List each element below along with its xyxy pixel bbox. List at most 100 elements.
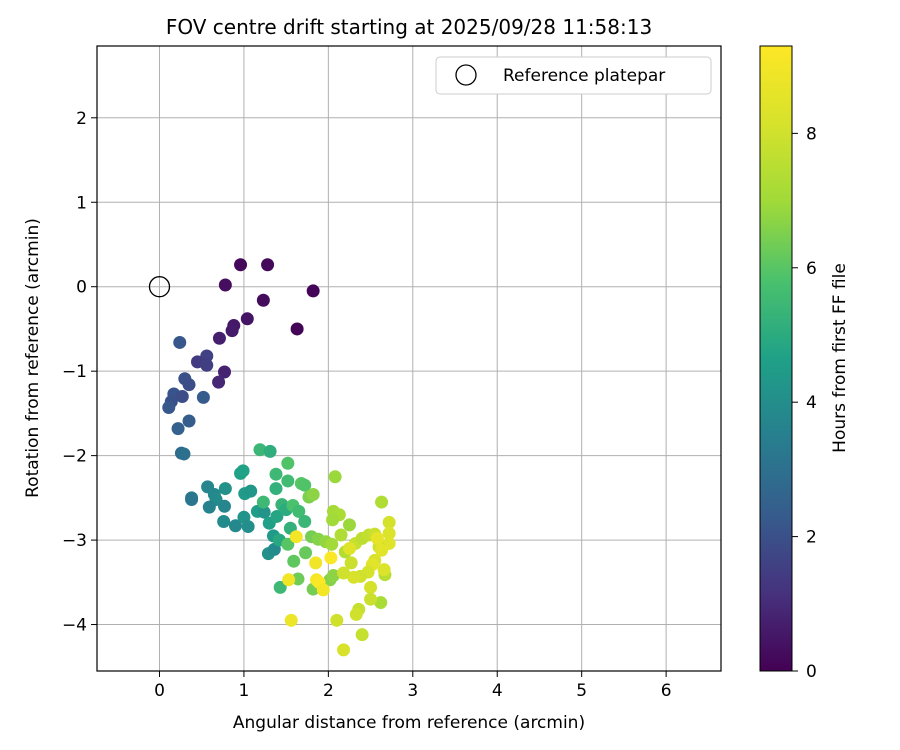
data-points xyxy=(162,258,396,657)
data-point xyxy=(375,543,389,557)
grid-lines xyxy=(97,46,721,671)
data-point xyxy=(218,365,232,379)
x-tick-label: 4 xyxy=(492,681,503,701)
data-point xyxy=(236,464,250,478)
data-point xyxy=(370,531,384,545)
x-tick-label: 2 xyxy=(323,681,334,701)
x-tick-label: 5 xyxy=(576,681,587,701)
data-point xyxy=(326,513,340,527)
data-point xyxy=(256,293,270,307)
data-point xyxy=(171,422,185,436)
data-point xyxy=(263,444,277,458)
data-point xyxy=(196,390,210,404)
colorbar-ticks: 0 2 4 6 8 xyxy=(792,124,817,682)
data-point xyxy=(162,400,176,414)
x-tick-label: 1 xyxy=(239,681,250,701)
colorbar-gradient xyxy=(759,45,793,672)
data-point xyxy=(364,580,378,594)
data-point xyxy=(228,519,242,533)
data-point xyxy=(240,312,254,326)
data-point xyxy=(326,569,340,583)
colorbar-tick-label: 2 xyxy=(806,528,817,548)
data-point xyxy=(284,613,298,627)
data-point xyxy=(298,515,312,529)
data-point xyxy=(225,324,239,338)
data-point xyxy=(218,278,232,292)
y-tick-label: 2 xyxy=(76,109,87,129)
colorbar-tick-label: 6 xyxy=(806,259,817,279)
legend-marker-circle xyxy=(455,64,477,86)
y-tick-label: −4 xyxy=(62,616,87,636)
data-point xyxy=(309,556,323,570)
data-point xyxy=(175,390,189,404)
data-point xyxy=(282,573,296,587)
data-point xyxy=(269,482,283,496)
data-point xyxy=(374,596,388,610)
data-point xyxy=(234,258,248,272)
reference-platepar-point xyxy=(148,276,171,298)
data-point xyxy=(269,467,283,481)
y-tick-label: 0 xyxy=(76,278,87,298)
data-point xyxy=(177,447,191,461)
data-point xyxy=(382,526,396,540)
data-point xyxy=(377,563,391,577)
x-tick-label: 3 xyxy=(407,681,418,701)
data-point xyxy=(287,554,301,568)
data-point xyxy=(316,583,330,597)
data-point xyxy=(330,613,344,627)
data-point xyxy=(292,504,306,518)
data-point xyxy=(375,495,389,509)
y-axis-label: Rotation from reference (arcmin) xyxy=(23,218,43,498)
data-point xyxy=(217,515,231,529)
x-axis-label: Angular distance from reference (arcmin) xyxy=(233,713,585,733)
legend: Reference platepar xyxy=(435,56,712,95)
data-point xyxy=(218,482,232,496)
y-axis-ticks: −4 −3 −2 −1 0 1 2 xyxy=(62,109,97,636)
data-point xyxy=(281,456,295,470)
data-point xyxy=(337,566,351,580)
data-point xyxy=(347,570,361,584)
data-point xyxy=(253,443,267,457)
y-tick-label: −3 xyxy=(62,531,87,551)
reference-marker xyxy=(148,276,171,298)
data-point xyxy=(212,375,226,389)
data-point xyxy=(270,509,284,523)
x-axis-ticks: 0 1 2 3 4 5 6 xyxy=(154,671,672,701)
colorbar-tick-label: 8 xyxy=(806,124,817,144)
data-point xyxy=(241,520,255,534)
data-point xyxy=(289,530,303,544)
data-point xyxy=(290,322,304,336)
data-point xyxy=(355,628,369,642)
data-point xyxy=(328,470,342,484)
y-tick-label: −2 xyxy=(62,447,87,467)
data-point xyxy=(212,331,226,345)
data-point xyxy=(185,493,199,507)
data-point xyxy=(173,335,187,349)
data-point xyxy=(281,537,295,551)
data-point xyxy=(200,349,214,363)
data-point xyxy=(200,358,214,372)
plot-frame xyxy=(96,45,722,672)
x-tick-label: 6 xyxy=(661,681,672,701)
data-point xyxy=(342,542,356,556)
colorbar-tick-label: 4 xyxy=(806,393,817,413)
data-point xyxy=(182,414,196,428)
data-point xyxy=(306,487,320,501)
data-point xyxy=(306,284,320,298)
x-tick-label: 0 xyxy=(154,681,165,701)
colorbar-label: Hours from first FF file xyxy=(830,263,850,453)
data-point xyxy=(202,500,216,514)
data-point xyxy=(256,495,270,509)
data-point xyxy=(324,551,338,565)
data-point xyxy=(298,478,312,492)
data-point xyxy=(244,484,258,498)
colorbar: 0 2 4 6 8 Hours from first FF file xyxy=(759,45,850,682)
data-point xyxy=(334,528,348,542)
legend-box xyxy=(435,56,712,95)
data-point xyxy=(218,499,232,513)
chart-title: FOV centre drift starting at 2025/09/28 … xyxy=(166,15,652,39)
colorbar-tick-label: 0 xyxy=(806,662,817,682)
legend-entry: Reference platepar xyxy=(503,66,665,86)
data-point xyxy=(299,546,313,560)
